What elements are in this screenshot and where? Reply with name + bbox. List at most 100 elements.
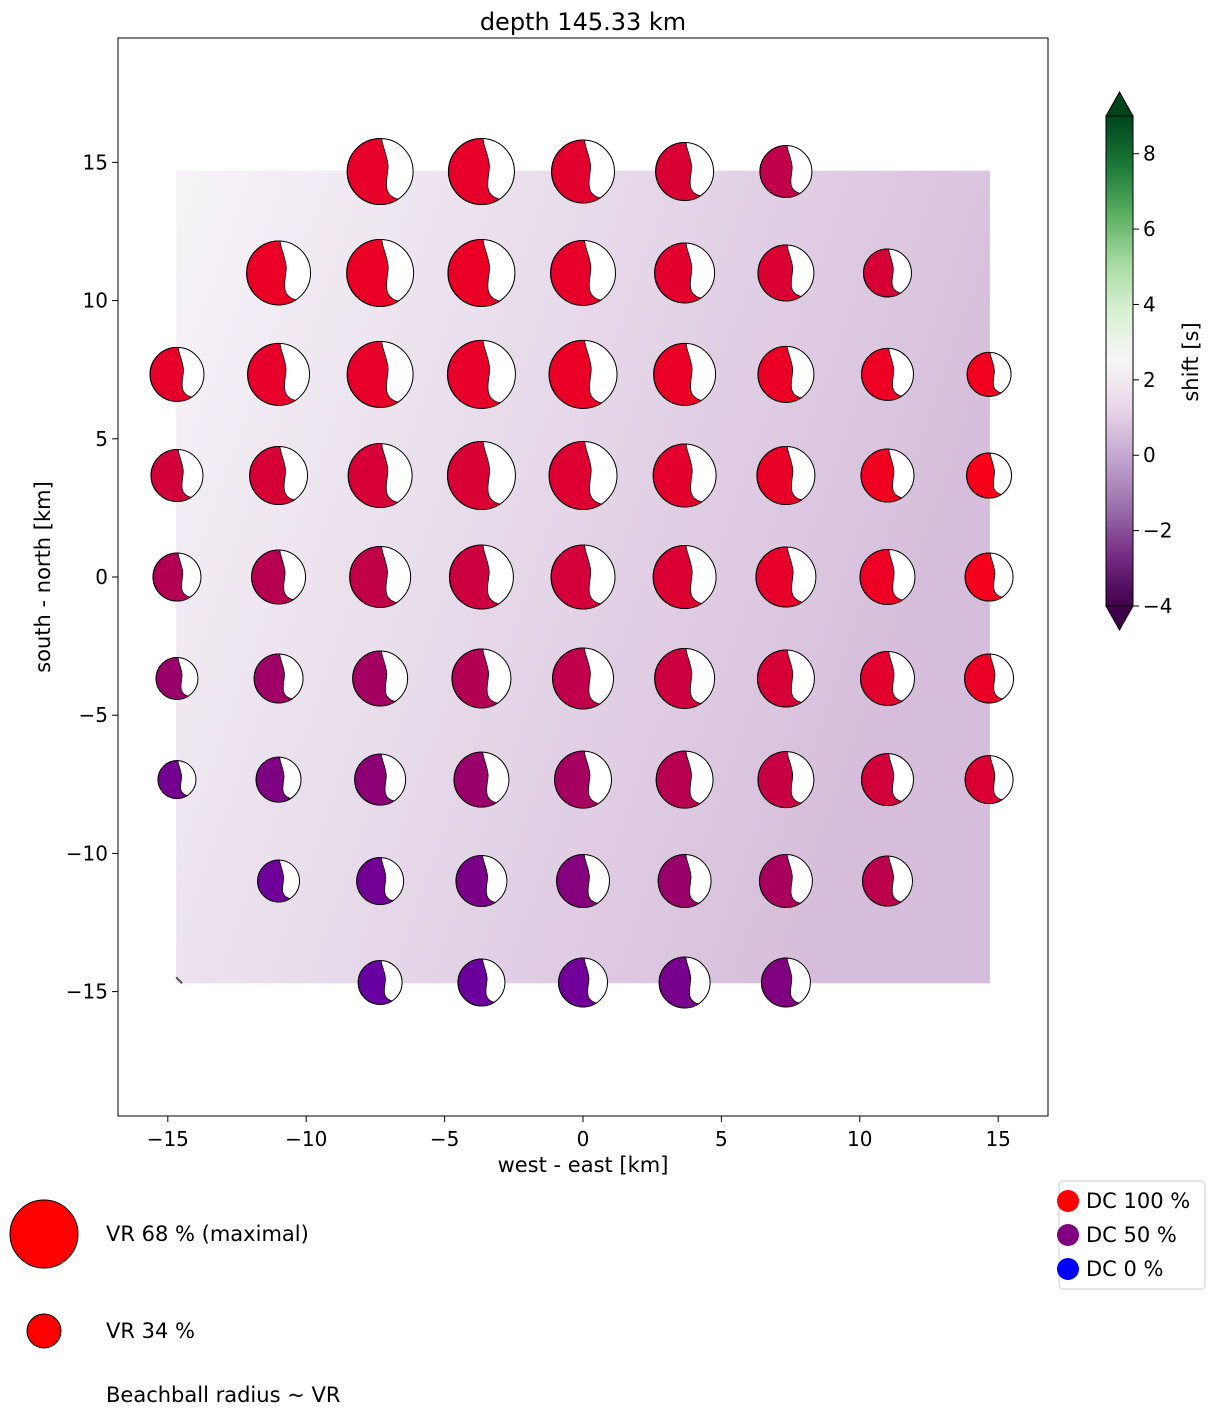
beachball bbox=[354, 753, 407, 806]
y-axis-label: south - north [km] bbox=[31, 481, 55, 673]
beachball-compression-lobe bbox=[457, 958, 496, 1007]
beachball bbox=[447, 238, 516, 307]
dc-legend-50-marker bbox=[1057, 1224, 1079, 1246]
colorbar-tick-label: 4 bbox=[1143, 292, 1156, 316]
beachball-compression-lobe bbox=[357, 960, 394, 1005]
beachball-compression-lobe bbox=[150, 449, 193, 502]
beachball bbox=[757, 751, 815, 809]
beachball-compression-lobe bbox=[862, 855, 903, 907]
colorbar: −4 −2 0 2 4 6 8 shift [s] bbox=[1105, 90, 1203, 632]
vr-legend: VR 68 % (maximal) VR 34 % Beachball radi… bbox=[9, 1199, 340, 1407]
beachball bbox=[862, 248, 912, 298]
beachball-compression-lobe bbox=[348, 443, 399, 508]
beachball bbox=[966, 452, 1013, 499]
beachball-compression-lobe bbox=[966, 452, 1003, 499]
beachball-compression-lobe bbox=[653, 342, 703, 406]
beachball bbox=[652, 545, 717, 609]
y-tick-label: 10 bbox=[83, 289, 108, 313]
beachball-compression-lobe bbox=[448, 138, 501, 205]
beachball bbox=[347, 443, 413, 509]
beachball-compression-lobe bbox=[447, 339, 502, 409]
beachball-compression-lobe bbox=[558, 957, 598, 1008]
beachball bbox=[551, 139, 615, 204]
beachball bbox=[859, 549, 916, 605]
beachball bbox=[251, 549, 307, 605]
beachball bbox=[757, 244, 815, 302]
beachball bbox=[556, 854, 610, 909]
beachball-compression-lobe bbox=[861, 347, 903, 401]
beachball-compression-lobe bbox=[655, 142, 702, 201]
beachball-compression-lobe bbox=[859, 549, 904, 605]
beachball bbox=[246, 240, 312, 306]
colorbar-tick-label: −2 bbox=[1143, 519, 1172, 543]
beachball-compression-lobe bbox=[964, 755, 1004, 804]
colorbar-tick-label: 0 bbox=[1143, 443, 1156, 467]
beachball-compression-lobe bbox=[756, 446, 803, 505]
beachball bbox=[554, 750, 612, 809]
chart-title: depth 145.33 km bbox=[480, 8, 686, 36]
beachball bbox=[446, 339, 516, 409]
beachball bbox=[760, 957, 811, 1008]
beachball bbox=[451, 648, 512, 709]
beachball bbox=[755, 546, 817, 608]
beachball bbox=[964, 653, 1015, 704]
beachball bbox=[759, 145, 813, 199]
beachball bbox=[255, 756, 302, 803]
beachball-compression-lobe bbox=[149, 346, 193, 402]
beachball bbox=[653, 342, 717, 406]
y-tick-label: 15 bbox=[83, 150, 108, 174]
beachball-compression-lobe bbox=[761, 957, 801, 1008]
beachball bbox=[654, 242, 716, 304]
beachball bbox=[860, 347, 914, 401]
beachball bbox=[448, 544, 514, 610]
dc-legend-100-label: DC 100 % bbox=[1086, 1189, 1190, 1213]
vr-legend-max-ball bbox=[9, 1199, 79, 1269]
x-axis-label: west - east [km] bbox=[498, 1153, 669, 1177]
y-tick-label: −10 bbox=[66, 841, 108, 865]
beachball-compression-lobe bbox=[455, 855, 497, 907]
beachball-compression-lobe bbox=[249, 446, 296, 505]
x-tick-label: −10 bbox=[285, 1127, 327, 1151]
beachball bbox=[756, 649, 815, 708]
beachball bbox=[652, 443, 717, 508]
beachball-compression-lobe bbox=[652, 443, 703, 508]
beachball bbox=[150, 449, 204, 503]
beachball-compression-lobe bbox=[347, 340, 400, 408]
beachball-compression-lobe bbox=[551, 139, 602, 204]
beachball-compression-lobe bbox=[657, 854, 701, 908]
beachball-compression-lobe bbox=[759, 854, 802, 908]
beachball bbox=[861, 855, 913, 907]
beachball-compression-lobe bbox=[655, 750, 702, 809]
beachball bbox=[356, 857, 405, 906]
beachball bbox=[157, 760, 197, 800]
beachball-compression-lobe bbox=[349, 546, 398, 608]
colorbar-extend-top bbox=[1105, 90, 1134, 117]
beachball-compression-lobe bbox=[157, 760, 189, 799]
colorbar-label: shift [s] bbox=[1179, 322, 1203, 401]
beachball bbox=[860, 448, 915, 503]
beachball bbox=[966, 351, 1012, 397]
beachball bbox=[654, 647, 716, 709]
colorbar-tick-label: −4 bbox=[1143, 594, 1172, 618]
beachball-group bbox=[149, 138, 1015, 1009]
beachball bbox=[346, 340, 414, 408]
colorbar-tick-label: 6 bbox=[1143, 217, 1156, 241]
beachball bbox=[349, 546, 412, 608]
beachball-compression-lobe bbox=[253, 653, 294, 704]
beachball-compression-lobe bbox=[964, 552, 1004, 602]
beachball-compression-lobe bbox=[861, 753, 903, 806]
beachball-compression-lobe bbox=[552, 647, 601, 710]
beachball-compression-lobe bbox=[658, 956, 700, 1009]
beachball bbox=[558, 957, 608, 1008]
beachball-compression-lobe bbox=[755, 546, 804, 608]
beachball bbox=[247, 342, 311, 406]
dc-legend-50-label: DC 50 % bbox=[1086, 1223, 1177, 1247]
dc-legend-0-marker bbox=[1057, 1258, 1079, 1280]
beachball-compression-lobe bbox=[155, 657, 190, 700]
beachball bbox=[357, 959, 403, 1005]
x-axis-ticks: −15 −10 −5 0 5 10 15 bbox=[147, 1116, 1011, 1151]
beachball bbox=[860, 753, 914, 807]
beachball bbox=[152, 552, 202, 602]
beachball bbox=[658, 956, 711, 1009]
